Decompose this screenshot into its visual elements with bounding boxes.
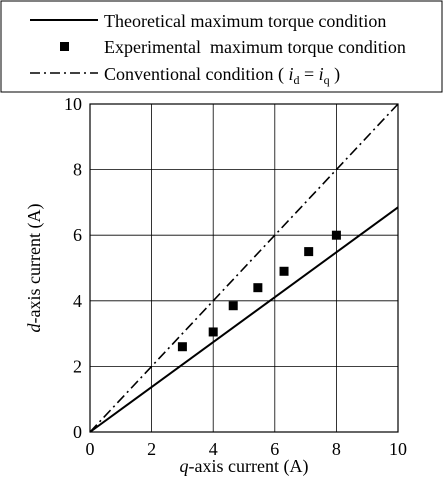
data-point-experimental bbox=[177, 342, 187, 352]
data-point-experimental bbox=[331, 230, 341, 240]
legend-label-theoretical: Theoretical maximum torque condition bbox=[104, 11, 386, 31]
legend-marker-experimental bbox=[60, 42, 69, 51]
data-point-experimental bbox=[279, 266, 289, 276]
y-tick-label: 4 bbox=[73, 291, 82, 311]
x-axis-title: q-axis current (A) bbox=[180, 456, 309, 477]
legend-label-experimental: Experimental maximum torque condition bbox=[104, 37, 406, 57]
legend: Theoretical maximum torque condition Exp… bbox=[0, 0, 443, 93]
y-tick-label: 2 bbox=[73, 356, 82, 376]
legend-frame bbox=[0, 0, 443, 93]
y-tick-labels: 0 2 4 6 8 10 bbox=[64, 94, 82, 442]
y-tick-label: 0 bbox=[73, 422, 82, 442]
x-tick-label: 10 bbox=[389, 439, 407, 459]
y-tick-label: 10 bbox=[64, 94, 82, 114]
x-tick-label: 4 bbox=[209, 439, 218, 459]
plot-area: 0 2 4 6 8 10 0 2 4 6 8 10 bbox=[64, 94, 407, 459]
x-tick-label: 6 bbox=[270, 439, 279, 459]
y-tick-label: 6 bbox=[73, 225, 82, 245]
x-tick-label: 0 bbox=[86, 439, 95, 459]
series-layer bbox=[89, 103, 399, 433]
y-axis-title: d-axis current (A) bbox=[24, 204, 45, 333]
y-tick-label: 8 bbox=[73, 160, 82, 180]
series-line-theoretical bbox=[89, 206, 399, 433]
plot-frame bbox=[89, 103, 399, 433]
data-point-experimental bbox=[253, 283, 263, 293]
x-tick-label: 2 bbox=[147, 439, 156, 459]
data-point-experimental bbox=[304, 247, 314, 257]
series-line-conventional bbox=[89, 103, 399, 433]
legend-label-conventional: Conventional condition ( id = iq ) bbox=[104, 64, 340, 87]
data-point-experimental bbox=[208, 327, 218, 337]
data-point-experimental bbox=[228, 301, 238, 311]
x-tick-labels: 0 2 4 6 8 10 bbox=[86, 439, 408, 459]
x-tick-label: 8 bbox=[332, 439, 341, 459]
